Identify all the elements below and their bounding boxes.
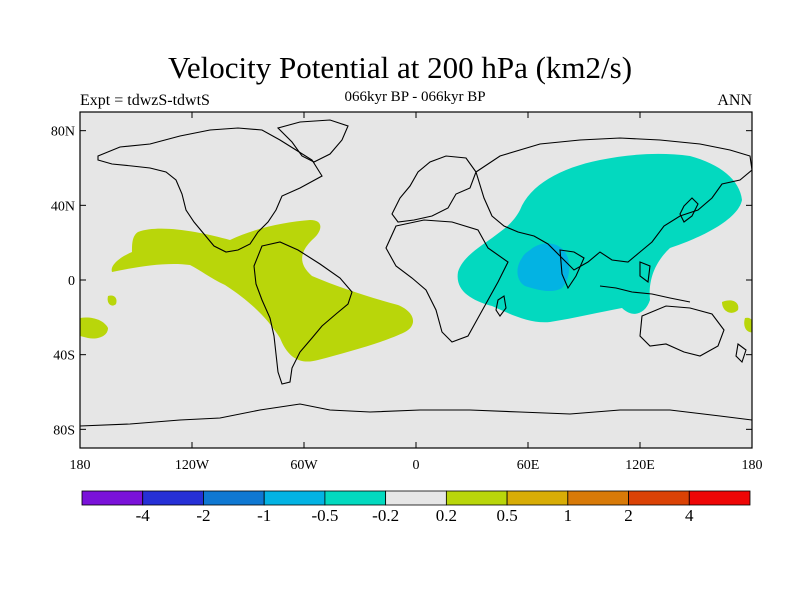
experiment-label: Expt = tdwzS-tdwtS bbox=[80, 92, 210, 109]
lon-tick-label: 60W bbox=[290, 458, 318, 473]
colorbar-swatch bbox=[506, 490, 569, 506]
colorbar-label: -4 bbox=[136, 506, 151, 525]
colorbar-swatch bbox=[628, 490, 690, 506]
lat-tick-label: 40N bbox=[51, 199, 75, 214]
plot-subtitle: 066kyr BP - 066kyr BP bbox=[344, 89, 486, 105]
colorbar-label: 1 bbox=[564, 506, 573, 525]
colorbar: -4 -2 -1 -0.5 -0.2 0.2 0.5 1 2 4 bbox=[81, 490, 751, 525]
lon-tick-label: 120W bbox=[175, 458, 210, 473]
colorbar-label: 2 bbox=[624, 506, 633, 525]
colorbar-label: -0.5 bbox=[311, 506, 338, 525]
colorbar-swatch bbox=[81, 490, 144, 506]
lon-tick-label: 120E bbox=[625, 458, 655, 473]
colorbar-swatch bbox=[203, 490, 265, 506]
strong-negative-anomaly bbox=[517, 243, 570, 292]
colorbar-label: 0.5 bbox=[496, 506, 517, 525]
lon-tick-label: 60E bbox=[517, 458, 540, 473]
colorbar-swatch bbox=[385, 490, 447, 506]
positive-anomaly-coral-sea bbox=[722, 300, 739, 313]
lon-tick-label: 0 bbox=[413, 458, 420, 473]
lon-tick-label: 180 bbox=[70, 458, 91, 473]
colorbar-swatch bbox=[688, 490, 751, 506]
colorbar-label: -1 bbox=[257, 506, 271, 525]
lat-tick-label: 0 bbox=[68, 274, 75, 289]
season-label: ANN bbox=[717, 92, 752, 109]
lat-tick-label: 80S bbox=[53, 423, 75, 438]
colorbar-swatch bbox=[324, 490, 387, 506]
plot-title: Velocity Potential at 200 hPa (km2/s) bbox=[167, 50, 633, 85]
map-axes: 180 120W 60W 0 60E 120E 180 80N 40N 0 40S 80S bbox=[51, 112, 763, 473]
colorbar-label: -0.2 bbox=[372, 506, 399, 525]
colorbar-swatch bbox=[263, 490, 326, 506]
colorbar-swatch bbox=[445, 490, 508, 506]
positive-anomaly-region bbox=[111, 220, 414, 362]
colorbar-label: 0.2 bbox=[436, 506, 457, 525]
colorbar-swatch bbox=[567, 490, 629, 506]
lon-tick-label: 180 bbox=[742, 458, 763, 473]
positive-anomaly-pacific-islet bbox=[107, 295, 117, 306]
coastlines bbox=[80, 119, 752, 427]
lat-tick-label: 80N bbox=[51, 125, 75, 140]
colorbar-swatch bbox=[142, 490, 204, 506]
positive-anomaly-dateline bbox=[744, 317, 752, 333]
positive-anomaly-pacific-west bbox=[80, 317, 108, 339]
colorbar-label: -2 bbox=[196, 506, 210, 525]
lat-tick-label: 40S bbox=[53, 349, 75, 364]
colorbar-label: 4 bbox=[685, 506, 694, 525]
